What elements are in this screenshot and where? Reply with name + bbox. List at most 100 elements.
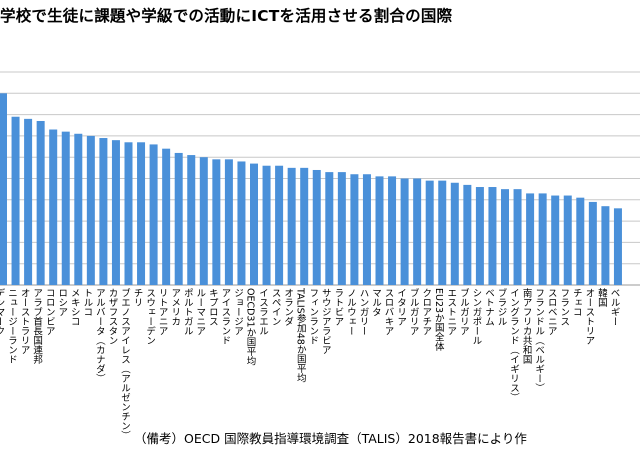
bar	[124, 142, 133, 285]
bar	[275, 165, 284, 285]
tick-label: スロバキア	[383, 288, 395, 336]
bars	[0, 93, 622, 286]
tick-label: TALIS参加48か国平均	[295, 287, 307, 384]
tick-label: ロシア	[56, 288, 67, 317]
tick-label: 韓国	[596, 288, 608, 308]
tick-label: オランダ	[282, 288, 294, 326]
tick-label: キプロス	[207, 288, 218, 326]
bar	[237, 161, 246, 285]
tick-label: ブルガリア	[408, 287, 420, 335]
bar	[576, 197, 585, 285]
tick-label: ブエノスアイレス（アルゼンチン）	[119, 287, 131, 440]
bar	[11, 116, 20, 285]
bar	[250, 163, 258, 285]
tick-label: トルコ	[81, 288, 93, 317]
tick-label: イスラエル	[257, 288, 269, 336]
tick-label: スウェーデン	[144, 288, 156, 345]
tick-label: ジョージア	[232, 288, 243, 336]
bar	[463, 184, 472, 285]
tick-label: イングランド（イギリス）	[508, 288, 520, 402]
bar	[224, 159, 233, 285]
bar	[563, 195, 572, 285]
bar	[49, 129, 58, 285]
tick-label: ノルウェー	[345, 288, 357, 336]
bar	[74, 133, 83, 285]
tick-label: コロンビア	[44, 288, 55, 336]
bar	[425, 180, 434, 285]
bar	[438, 180, 447, 285]
tick-label: ブラジル	[496, 287, 508, 326]
bar	[86, 135, 95, 285]
tick-label: フランス	[558, 288, 569, 326]
bar	[613, 208, 622, 285]
tick-label: フランドル（ベルギー）	[533, 288, 545, 393]
bar	[300, 167, 309, 285]
bar	[388, 176, 397, 285]
tick-label: ベルギー	[608, 288, 620, 326]
bar	[413, 178, 422, 285]
tick-label: アルバータ（カナダ）	[94, 288, 106, 383]
tick-label: デンマーク	[0, 287, 5, 335]
tick-label: エストニア	[445, 288, 457, 336]
bar	[24, 118, 33, 285]
tick-label: オーストラリア	[19, 288, 31, 355]
tick-label: ブルガリア	[458, 287, 470, 335]
tick-label: マルタ	[370, 288, 382, 317]
tick-label: メキシコ	[69, 288, 80, 326]
tick-label: サウジアラビア	[320, 288, 332, 355]
bar	[601, 206, 610, 285]
bar	[149, 144, 158, 285]
tick-label: オーストリア	[583, 288, 595, 345]
bar	[588, 201, 597, 285]
category-labels: デンマーク ニュージーランド オーストラリア アラブ首長国連邦 コロンビア ロシア メキシコ…	[0, 287, 620, 440]
tick-label: リトアニア	[157, 288, 169, 336]
bar	[174, 152, 183, 285]
bar	[137, 142, 146, 285]
bar	[111, 140, 120, 285]
bar	[199, 157, 208, 285]
bar	[488, 187, 497, 285]
bar	[0, 93, 7, 285]
bar	[362, 174, 371, 285]
tick-label: ルーマニア	[194, 288, 206, 336]
bar	[36, 120, 45, 286]
bar	[187, 155, 196, 285]
bar	[61, 131, 70, 285]
bar	[325, 172, 334, 285]
bar	[350, 174, 359, 285]
tick-label: チェコ	[571, 288, 582, 317]
chart-title: 学校で生徒に課題や学級での活動にICTを活用させる割合の国際	[0, 7, 453, 25]
source-note: （備考）OECD 国際教員指導環境調査（TALIS）2018報告書により作	[134, 431, 527, 446]
tick-label: EU23か国全体	[433, 288, 445, 352]
bar	[400, 178, 409, 285]
tick-label: ベトナム	[483, 288, 495, 326]
bar	[475, 187, 484, 285]
tick-label: ラトビア	[332, 288, 343, 326]
bar	[312, 169, 321, 285]
bar	[538, 193, 547, 285]
bar	[513, 189, 522, 285]
tick-label: ハンガリー	[357, 288, 369, 336]
bar	[375, 176, 384, 285]
bar	[551, 195, 560, 285]
tick-label: シンガポール	[470, 288, 482, 345]
tick-label: OECD31か国平均	[245, 288, 257, 366]
bar	[526, 193, 535, 285]
bar	[450, 182, 459, 285]
tick-label: アラブ首長国連邦	[31, 288, 43, 365]
bar	[337, 172, 346, 285]
bar	[501, 189, 509, 285]
tick-label: 南アフリカ共和国	[521, 287, 533, 365]
bar	[262, 165, 271, 285]
tick-label: チリ	[132, 288, 143, 307]
tick-label: クロアチア	[420, 288, 431, 336]
tick-label: カザフスタン	[106, 288, 118, 345]
tick-label: ポルトガル	[182, 288, 194, 336]
tick-label: フィンランド	[307, 288, 318, 345]
tick-label: ニュージーランド	[6, 288, 18, 364]
tick-label: アメリカ	[169, 288, 180, 326]
tick-label: アイスランド	[219, 288, 231, 345]
bar	[287, 167, 296, 285]
bar	[212, 159, 221, 285]
